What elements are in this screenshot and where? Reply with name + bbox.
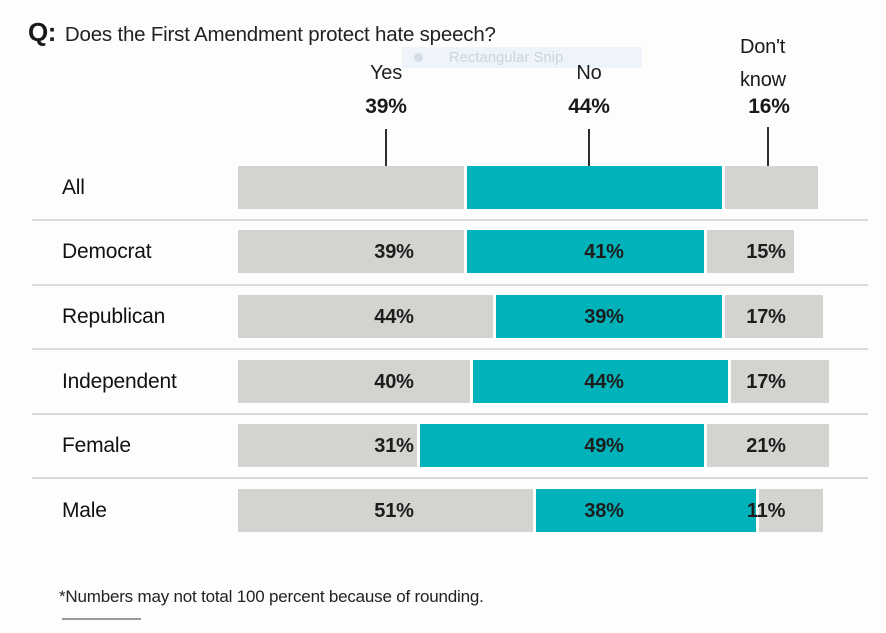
- snip-tooltip: Rectangular Snip: [402, 47, 642, 68]
- chart-title: Q: Does the First Amendment protect hate…: [28, 17, 496, 48]
- bar-segment-no: [467, 166, 722, 209]
- bar-value-no: 39%: [584, 306, 624, 328]
- column-value-no: 44%: [568, 95, 610, 118]
- footnote: *Numbers may not total 100 percent becau…: [59, 587, 484, 606]
- row-label-democrat: Democrat: [62, 240, 152, 263]
- row-label-independent: Independent: [62, 370, 177, 393]
- row-separator: [32, 413, 868, 415]
- column-header-dont-know: Don't know: [740, 31, 786, 96]
- bar-segment-yes: [238, 360, 470, 403]
- bar-value-dont-know: 21%: [746, 435, 786, 457]
- dont-know-line2: know: [740, 68, 786, 91]
- row-separator: [32, 219, 868, 221]
- snip-tooltip-label: Rectangular Snip: [449, 49, 564, 66]
- bar-row: [238, 489, 823, 532]
- column-header-yes: Yes: [369, 62, 403, 84]
- bar-value-dont-know: 17%: [746, 306, 786, 328]
- bar-value-yes: 40%: [374, 371, 414, 393]
- bar-value-no: 38%: [584, 500, 624, 522]
- bar-value-yes: 44%: [374, 306, 414, 328]
- bar-segment-dont-know: [725, 295, 823, 338]
- callout-line-dont-know: [767, 127, 769, 173]
- bar-segment-no: [536, 489, 756, 532]
- question-text: Does the First Amendment protect hate sp…: [64, 23, 496, 46]
- bar-segment-dont-know: [731, 360, 829, 403]
- bar-segment-dont-know: [707, 230, 794, 273]
- row-label-male: Male: [62, 499, 107, 522]
- callout-line-yes: [385, 129, 387, 173]
- bar-row: [238, 166, 818, 209]
- bar-segment-dont-know: [759, 489, 823, 532]
- bar-value-dont-know: 11%: [746, 500, 786, 522]
- question-prefix: Q:: [28, 17, 56, 47]
- column-value-dont-know: 16%: [748, 95, 790, 118]
- bar-segment-yes: [238, 166, 464, 209]
- dont-know-line1: Don't: [740, 36, 786, 58]
- bar-segment-yes: [238, 424, 417, 467]
- bar-segment-no: [473, 360, 728, 403]
- snip-bullet-icon: [414, 53, 423, 62]
- bar-segment-yes: [238, 230, 464, 273]
- bar-value-no: 49%: [584, 435, 624, 457]
- column-value-yes: 39%: [365, 95, 407, 118]
- row-label-all: All: [62, 176, 85, 199]
- row-label-republican: Republican: [62, 305, 166, 328]
- bar-value-dont-know: 17%: [746, 371, 786, 393]
- footnote-rule: [62, 618, 141, 620]
- bar-value-no: 41%: [584, 241, 624, 263]
- bar-segment-no: [467, 230, 704, 273]
- bar-row: [238, 230, 794, 273]
- row-separator: [32, 348, 868, 350]
- bar-row: [238, 360, 829, 403]
- bar-value-yes: 31%: [374, 435, 414, 457]
- bar-value-no: 44%: [584, 371, 624, 393]
- bar-segment-yes: [238, 295, 493, 338]
- column-header-no: No: [576, 62, 602, 84]
- bar-row: [238, 424, 829, 467]
- row-label-female: Female: [62, 434, 131, 457]
- callout-line-no: [588, 129, 590, 173]
- row-separator: [32, 477, 868, 479]
- bar-segment-dont-know: [725, 166, 818, 209]
- row-separator: [32, 284, 868, 286]
- bar-value-dont-know: 15%: [746, 241, 786, 263]
- bar-row: [238, 295, 823, 338]
- bar-segment-no: [496, 295, 722, 338]
- bar-segment-no: [420, 424, 704, 467]
- bar-segment-yes: [238, 489, 533, 532]
- bar-value-yes: 51%: [374, 500, 414, 522]
- bar-segment-dont-know: [707, 424, 829, 467]
- bar-value-yes: 39%: [374, 241, 414, 263]
